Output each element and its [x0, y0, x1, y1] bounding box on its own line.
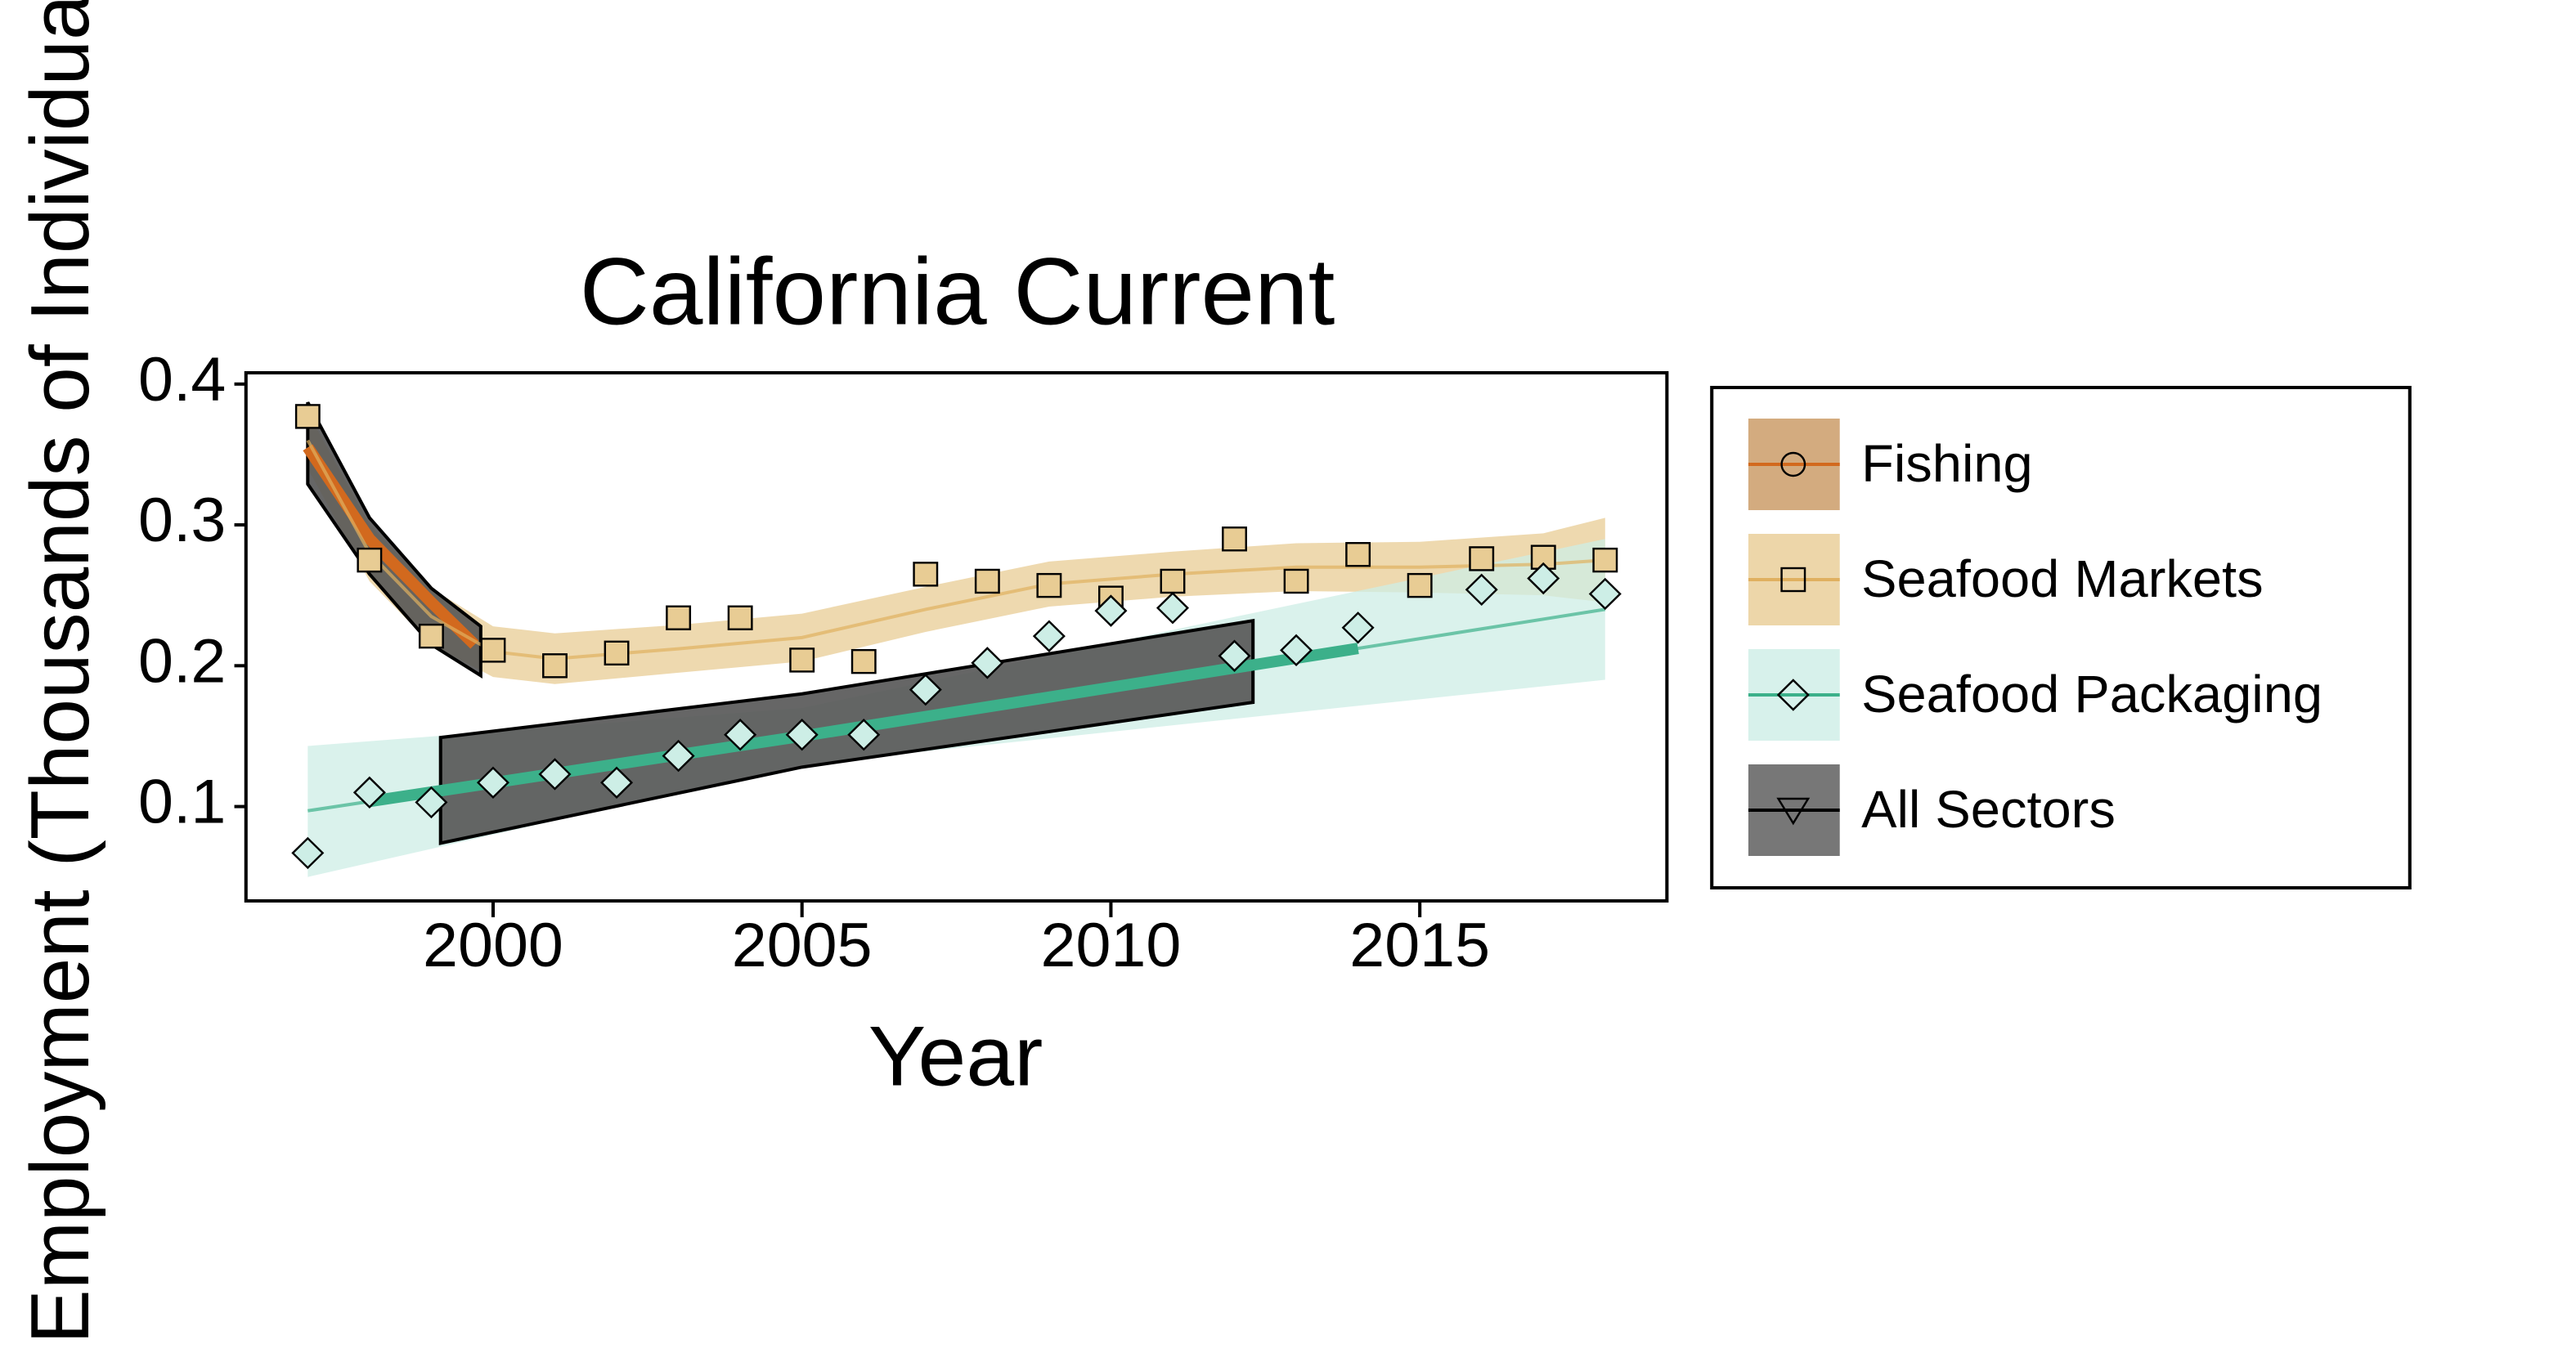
legend-marker — [1776, 679, 1810, 711]
y-tick-label: 0.4 — [138, 345, 226, 414]
x-tick-label: 2010 — [1041, 912, 1182, 980]
x-axis-label: Year — [868, 1009, 1043, 1104]
plot-frame — [244, 371, 1669, 903]
point — [1032, 620, 1066, 652]
point — [1036, 572, 1062, 598]
legend-marker — [1780, 567, 1806, 593]
point — [913, 562, 939, 587]
y-tick-label: 0.2 — [138, 627, 226, 696]
point — [789, 647, 815, 673]
trend-highlight — [303, 444, 479, 649]
legend-marker — [1780, 451, 1806, 477]
point — [357, 547, 383, 573]
point — [1094, 594, 1128, 627]
chart-title: California Current — [580, 238, 1335, 344]
y-axis-label: Employment (Thousands of Individuals) — [14, 0, 106, 1344]
point — [666, 605, 692, 630]
legend-label: All Sectors — [1861, 780, 2116, 838]
point — [1469, 546, 1495, 571]
point — [418, 623, 444, 649]
point — [971, 647, 1004, 679]
point — [974, 568, 1000, 594]
point — [294, 404, 321, 429]
y-tick-label: 0.3 — [138, 486, 226, 555]
point — [1156, 591, 1189, 625]
point — [352, 776, 386, 809]
point — [1407, 572, 1433, 598]
point — [724, 719, 757, 751]
x-tick-label: 2015 — [1349, 912, 1490, 980]
point — [1280, 634, 1313, 667]
point — [1341, 612, 1375, 644]
point — [600, 766, 634, 799]
point — [476, 766, 509, 799]
legend-label: Fishing — [1861, 434, 2033, 492]
point — [1592, 547, 1618, 573]
point — [850, 648, 877, 674]
point — [1160, 568, 1186, 594]
point — [847, 719, 881, 751]
y-tick-label: 0.1 — [138, 768, 226, 836]
point — [785, 719, 819, 751]
x-tick-label: 2005 — [732, 912, 873, 980]
plot-area — [291, 401, 1622, 877]
point — [604, 640, 630, 666]
point — [542, 653, 568, 679]
legend-label: Seafood Markets — [1861, 549, 2263, 607]
point — [1345, 542, 1371, 567]
point — [538, 758, 572, 791]
legend-label: Seafood Packaging — [1861, 665, 2322, 723]
point — [1283, 568, 1309, 594]
point — [662, 739, 695, 773]
trend-line — [306, 439, 1605, 661]
point — [1222, 526, 1247, 552]
point — [1588, 577, 1622, 611]
x-tick-label: 2000 — [423, 912, 563, 980]
point — [727, 605, 753, 630]
point — [415, 786, 448, 819]
point — [291, 836, 325, 870]
point — [1218, 639, 1251, 672]
point — [1527, 562, 1560, 595]
point — [480, 638, 506, 663]
legend-marker — [1776, 797, 1811, 826]
point — [909, 673, 942, 706]
confidence-band — [306, 401, 482, 679]
point — [1465, 573, 1498, 606]
